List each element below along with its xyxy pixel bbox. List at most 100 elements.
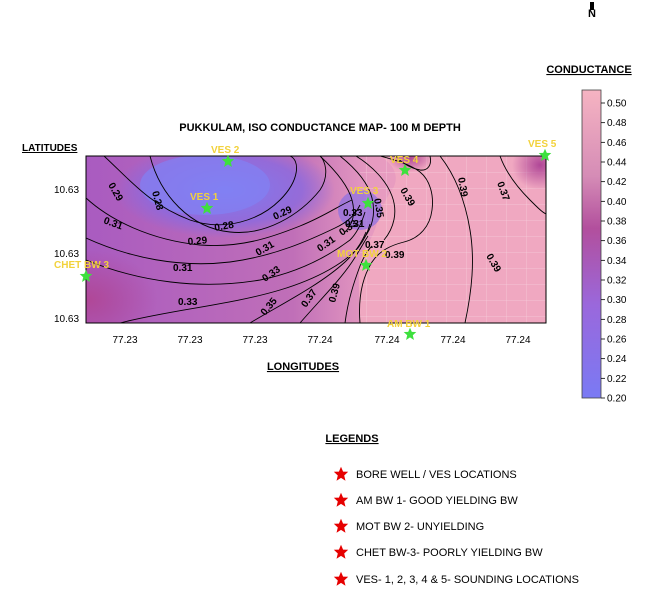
contour-line <box>499 156 546 215</box>
red-star-icon <box>333 571 349 586</box>
red-star-icon <box>333 544 349 559</box>
contour-line <box>319 156 355 233</box>
x-tick-label: 77.23 <box>177 335 202 346</box>
contour-label: 0.28 <box>149 190 165 212</box>
contour-line <box>103 156 297 226</box>
colorbar-tick-label: 0.28 <box>607 315 627 326</box>
map-frame <box>85 155 547 324</box>
legend-title: LEGENDS <box>325 433 378 445</box>
site-am-bw-1: AM BW 1 <box>387 319 431 340</box>
colorbar-tick-label: 0.22 <box>607 374 627 385</box>
colorbar-tick-label: 0.40 <box>607 197 627 208</box>
colorbar-tick-label: 0.36 <box>607 236 627 247</box>
legend: LEGENDS BORE WELL / VES LOCATIONS AM BW … <box>325 433 579 586</box>
contour-label: 0.33 <box>178 297 198 308</box>
contour-line <box>395 156 431 171</box>
site-label: AM BW 1 <box>387 319 431 330</box>
contour-line <box>149 156 327 233</box>
contour-label: 0.28 <box>214 220 236 234</box>
legend-item-label: VES- 1, 2, 3, 4 & 5- SOUNDING LOCATIONS <box>356 574 579 586</box>
contour-line <box>86 211 366 285</box>
map-grid <box>360 156 546 323</box>
site-label: VES 2 <box>211 145 240 156</box>
x-tick-label: 77.24 <box>440 335 465 346</box>
map-title: PUKKULAM, ISO CONDUCTANCE MAP- 100 M DEP… <box>179 122 461 134</box>
map-low-zone-3 <box>338 190 382 230</box>
contour-label: 0.39 <box>385 250 405 261</box>
legend-item-label: MOT BW 2- UNYIELDING <box>356 521 484 533</box>
x-tick-label: 77.23 <box>242 335 267 346</box>
legend-item: AM BW 1- GOOD YIELDING BW <box>333 492 518 507</box>
y-axis: 10.63 10.63 10.63 <box>54 185 79 325</box>
site-label: VES 3 <box>350 186 379 197</box>
site-mot-bw-2: MOT BW 2 <box>337 249 387 271</box>
legend-item: CHET BW-3- POORLY YIELDING BW <box>333 544 543 559</box>
legend-item-label: BORE WELL / VES LOCATIONS <box>356 469 517 481</box>
contour-line <box>299 235 369 323</box>
red-star-icon <box>333 518 349 533</box>
map-magenta-right <box>512 156 546 190</box>
colorbar-tick-label: 0.44 <box>607 158 627 169</box>
site-label: VES 1 <box>190 192 219 203</box>
site-label: VES 5 <box>528 139 557 150</box>
colorbar-tick-label: 0.24 <box>607 354 627 365</box>
x-tick-label: 77.23 <box>112 335 137 346</box>
colorbar-tick-label: 0.46 <box>607 138 627 149</box>
legend-item-label: AM BW 1- GOOD YIELDING BW <box>356 495 518 507</box>
contour-label: 0.31 <box>345 219 365 230</box>
contour-label: 0.35 <box>371 198 385 220</box>
colorbar-title: CONDUCTANCE <box>546 64 631 76</box>
contour-lines <box>86 156 546 323</box>
colorbar: CONDUCTANCE 0.50 0.48 0.46 0.44 0.42 0.40 0.38… <box>546 64 631 405</box>
x-tick-label: 77.24 <box>307 335 332 346</box>
colorbar-tick-label: 0.50 <box>607 99 627 110</box>
site-ves-4: VES 4 <box>390 155 419 176</box>
site-markers: VES 2 VES 1 VES 3 VES 4 VES 5 CHET BW 3 … <box>54 139 557 340</box>
colorbar-tick-label: 0.26 <box>607 335 627 346</box>
contour-line <box>249 231 367 323</box>
x-tick-label: 77.24 <box>374 335 399 346</box>
colorbar-tick-label: 0.32 <box>607 276 627 287</box>
map-fill <box>86 156 546 323</box>
contour-line <box>86 197 353 246</box>
north-arrow: N <box>588 2 596 20</box>
site-ves-2: VES 2 <box>211 145 240 167</box>
site-label: CHET BW 3 <box>54 260 109 271</box>
red-star-icon <box>333 466 349 481</box>
site-chet-bw-3: CHET BW 3 <box>54 260 109 282</box>
colorbar-tick-label: 0.48 <box>607 118 627 129</box>
contour-label: 0.39 <box>327 282 343 304</box>
site-label: MOT BW 2 <box>337 249 387 260</box>
contour-label: 0.29 <box>187 235 208 248</box>
colorbar-tick-label: 0.34 <box>607 256 627 267</box>
contour-line <box>339 156 375 239</box>
colorbar-tick-group: 0.50 0.48 0.46 0.44 0.42 0.40 0.38 0.36 0.34 0.32… <box>601 99 627 405</box>
site-label: VES 4 <box>390 155 419 166</box>
y-tick-label: 10.63 <box>54 249 79 260</box>
map-magenta-left <box>86 250 158 323</box>
x-axis-title: LONGITUDES <box>267 361 339 373</box>
contour-label: 0.39 <box>455 177 469 199</box>
legend-item-label: CHET BW-3- POORLY YIELDING BW <box>356 547 543 559</box>
contour-label: 0.31 <box>173 263 193 274</box>
colorbar-tick-label: 0.30 <box>607 295 627 306</box>
x-tick-label: 77.24 <box>505 335 530 346</box>
legend-item: VES- 1, 2, 3, 4 & 5- SOUNDING LOCATIONS <box>333 571 579 586</box>
contour-label: 0.37 <box>365 240 385 251</box>
y-tick-label: 10.63 <box>54 314 79 325</box>
contour-line <box>86 204 361 265</box>
colorbar-tick-label: 0.38 <box>607 217 627 228</box>
red-star-icon <box>333 492 349 507</box>
contour-label: 0.33 <box>343 208 363 219</box>
north-arrow-shaft <box>590 2 594 10</box>
site-ves-1: VES 1 <box>190 192 219 214</box>
site-ves-5: VES 5 <box>528 139 557 161</box>
contour-line <box>439 156 473 323</box>
contour-line <box>355 156 396 241</box>
contour-line <box>119 223 371 323</box>
colorbar-tick-label: 0.42 <box>607 177 627 188</box>
map-panel <box>85 155 547 324</box>
contour-line <box>344 245 373 323</box>
contour-line <box>359 156 433 323</box>
